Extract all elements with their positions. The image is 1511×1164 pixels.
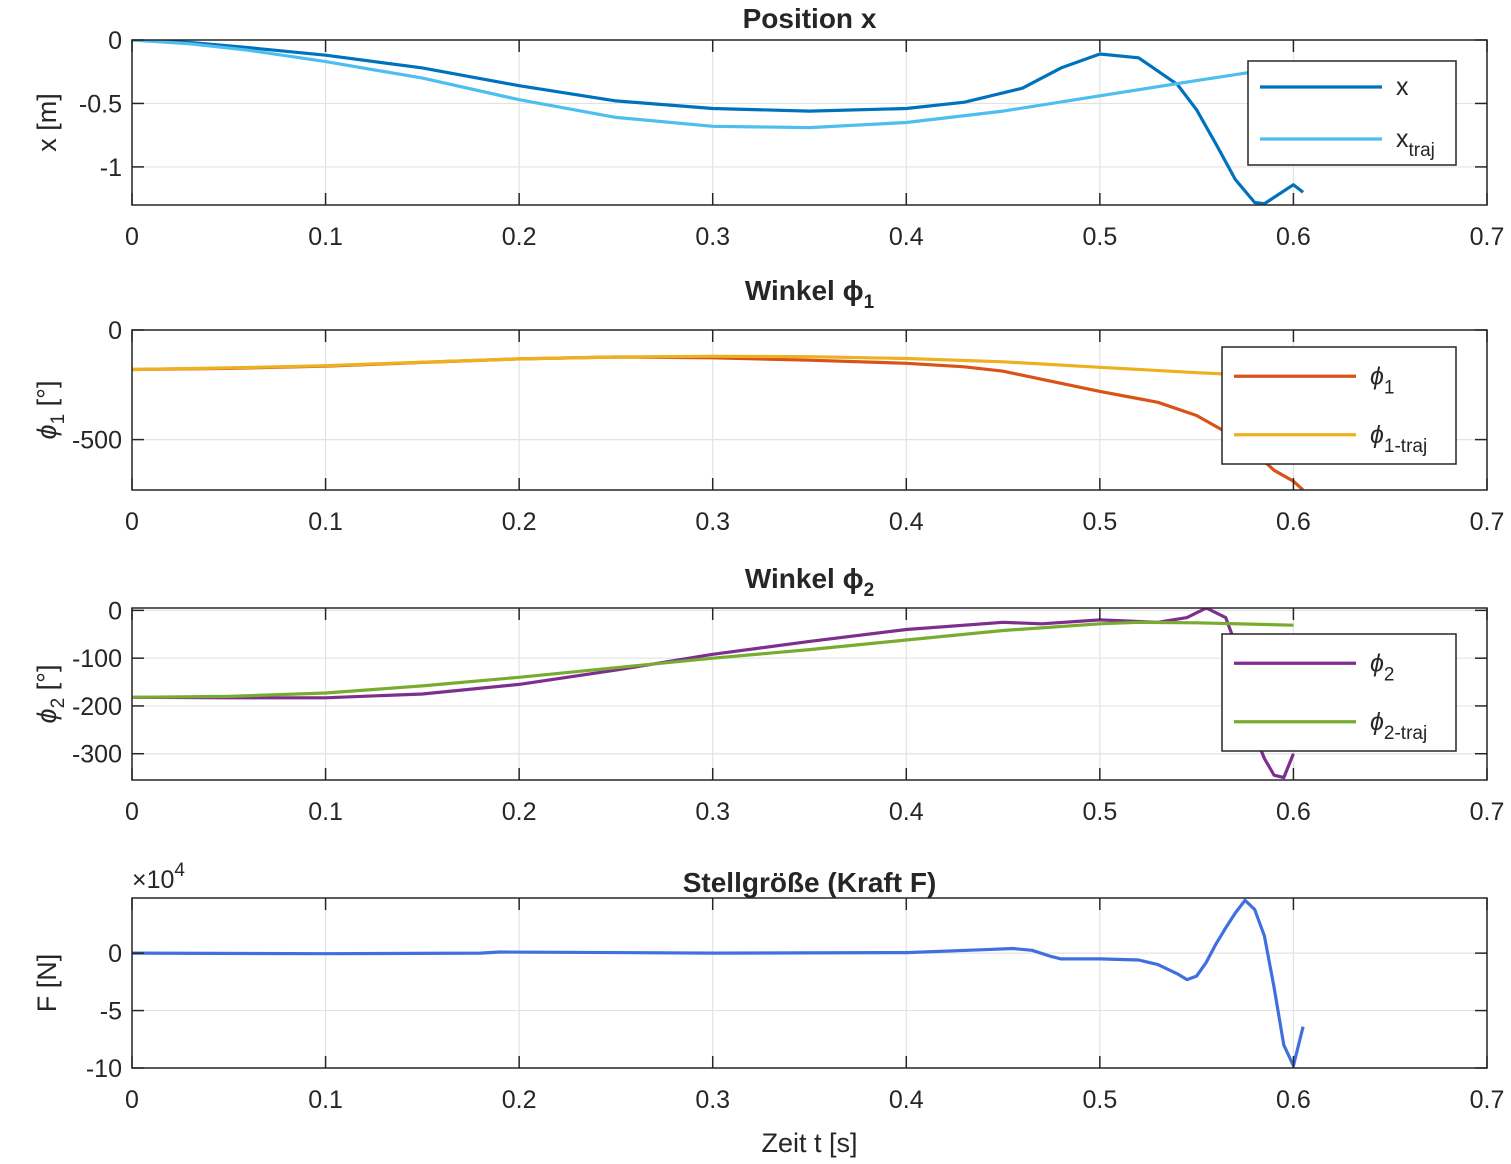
y-tick-label: 0 (108, 317, 122, 345)
x-tick-label: 0.4 (889, 798, 924, 826)
legend-entry-1: x (1396, 73, 1409, 101)
x-tick-label: 0.1 (308, 508, 343, 536)
legend-box (1221, 633, 1457, 752)
x-axis-label: Zeit t [s] (761, 1128, 857, 1158)
x-tick-label: 0.2 (502, 798, 537, 826)
y-tick-label: 0 (108, 940, 122, 968)
subplot-2: 0 0.1 0.2 0.3 0.4 0.5 0.6 0.7 0 -500 Winkel ϕ1 ϕ1 [… (32, 275, 1504, 536)
legend-entry-1: ϕ1 (1370, 362, 1394, 398)
y-tick-label: -1 (100, 154, 122, 182)
x-tick-label: 0.7 (1470, 223, 1505, 251)
legend-box (1221, 346, 1457, 465)
y-tick-label: -10 (86, 1055, 122, 1083)
x-tick-label: 0.5 (1082, 1086, 1117, 1114)
legend-box (1247, 60, 1457, 166)
y-tick-label: -0.5 (79, 90, 122, 118)
y-tick-label: -200 (72, 693, 122, 721)
y-tick-label: 0 (108, 597, 122, 625)
legend: ϕ1 ϕ1-traj (1221, 346, 1457, 465)
x-tick-label: 0 (125, 508, 139, 536)
x-tick-label: 0.6 (1276, 223, 1311, 251)
x-tick-label: 0 (125, 798, 139, 826)
x-tick-label: 0.2 (502, 223, 537, 251)
legend-entry-2: ϕ1-traj (1370, 421, 1427, 457)
legend: x xtraj (1247, 60, 1457, 166)
chart-title: Stellgröße (Kraft F) (683, 867, 937, 898)
subplot-4: 0 0.1 0.2 0.3 0.4 0.5 0.6 0.7 0 -5 -10 Stellgröße (… (32, 860, 1504, 1158)
legend-entry-2: ϕ2-traj (1370, 708, 1427, 744)
x-tick-label: 0.3 (695, 798, 730, 826)
x-tick-label: 0.4 (889, 223, 924, 251)
x-tick-label: 0.7 (1470, 798, 1505, 826)
axes-frame (131, 39, 1488, 206)
x-tick-label: 0.3 (695, 1086, 730, 1114)
y-axis-label: x [m] (32, 93, 62, 152)
subplot-1: 0 0.1 0.2 0.3 0.4 0.5 0.6 0.7 0 -0.5 -1 Position x x… (32, 3, 1504, 251)
series-line-1 (132, 40, 1305, 205)
y-axis-label: F [N] (32, 954, 62, 1013)
series-line-1 (132, 898, 1305, 1068)
x-tick-label: 0.1 (308, 223, 343, 251)
x-tick-label: 0.1 (308, 1086, 343, 1114)
x-tick-label: 0.2 (502, 1086, 537, 1114)
x-tick-label: 0.4 (889, 508, 924, 536)
x-tick-label: 0.5 (1082, 798, 1117, 826)
legend-entry-2: xtraj (1396, 125, 1435, 161)
y-axis-label: ϕ2 [°] (32, 665, 69, 724)
axes-frame (131, 607, 1488, 781)
x-tick-label: 0.6 (1276, 798, 1311, 826)
series-line-2 (132, 354, 1246, 377)
x-tick-label: 0.7 (1470, 1086, 1505, 1114)
y-exponent-label: ×104 (132, 860, 185, 894)
legend: ϕ2 ϕ2-traj (1221, 633, 1457, 752)
x-tick-label: 0.4 (889, 1086, 924, 1114)
series-line-2 (132, 620, 1294, 699)
y-tick-label: -500 (72, 427, 122, 455)
y-tick-label: -300 (72, 741, 122, 769)
x-tick-label: 0.2 (502, 508, 537, 536)
x-tick-label: 0.5 (1082, 508, 1117, 536)
y-tick-label: 0 (108, 27, 122, 55)
axes-frame (131, 329, 1488, 491)
x-tick-label: 0.7 (1470, 508, 1505, 536)
chart-title: Position x (743, 3, 877, 34)
x-tick-label: 0.3 (695, 223, 730, 251)
x-tick-label: 0.1 (308, 798, 343, 826)
legend-entry-1: ϕ2 (1370, 649, 1394, 685)
y-tick-label: -100 (72, 645, 122, 673)
series-line-2 (132, 40, 1255, 130)
subplot-3: 0 0.1 0.2 0.3 0.4 0.5 0.6 0.7 0 -100 -200 -300 Winke… (32, 563, 1504, 826)
chart-title: Winkel ϕ2 (745, 563, 874, 601)
y-axis-label: ϕ1 [°] (32, 381, 69, 440)
x-tick-label: 0.5 (1082, 223, 1117, 251)
axes-frame (131, 897, 1488, 1069)
x-tick-label: 0 (125, 1086, 139, 1114)
chart-title: Winkel ϕ1 (745, 275, 875, 313)
x-tick-label: 0.3 (695, 508, 730, 536)
y-tick-label: -5 (100, 998, 122, 1026)
x-tick-label: 0.6 (1276, 508, 1311, 536)
x-tick-label: 0 (125, 223, 139, 251)
x-tick-label: 0.6 (1276, 1086, 1311, 1114)
